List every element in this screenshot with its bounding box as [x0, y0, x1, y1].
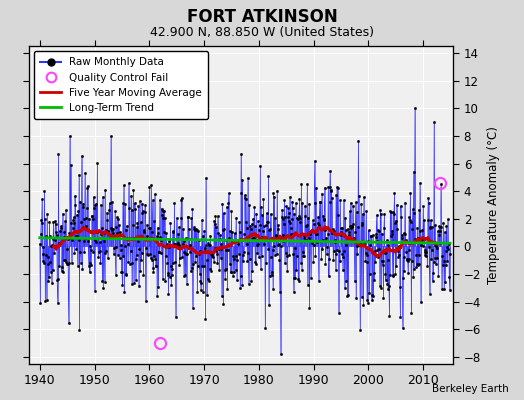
Text: 42.900 N, 88.850 W (United States): 42.900 N, 88.850 W (United States)	[150, 26, 374, 39]
Text: Berkeley Earth: Berkeley Earth	[432, 384, 508, 394]
Y-axis label: Temperature Anomaly (°C): Temperature Anomaly (°C)	[487, 126, 499, 284]
Legend: Raw Monthly Data, Quality Control Fail, Five Year Moving Average, Long-Term Tren: Raw Monthly Data, Quality Control Fail, …	[34, 51, 209, 119]
Text: FORT ATKINSON: FORT ATKINSON	[187, 8, 337, 26]
